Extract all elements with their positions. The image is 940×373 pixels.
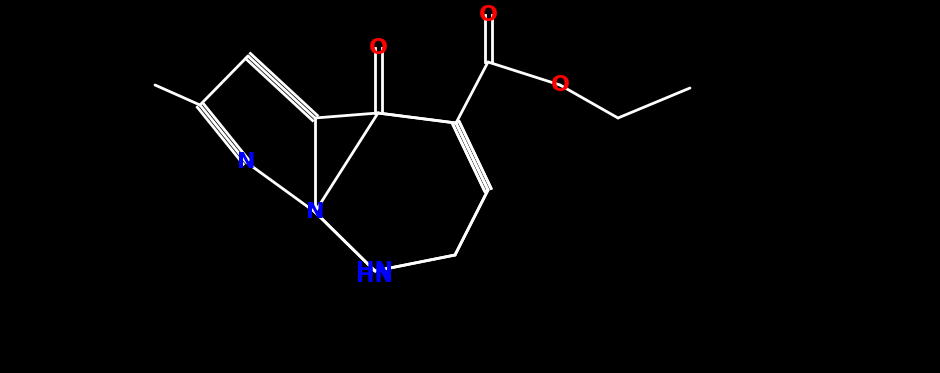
Text: N: N (306, 202, 324, 222)
Text: O: O (368, 38, 387, 58)
Text: N: N (237, 152, 256, 172)
Text: HN: HN (356, 261, 394, 281)
Text: HN: HN (356, 266, 394, 286)
Text: O: O (478, 5, 497, 25)
Text: O: O (551, 75, 570, 95)
